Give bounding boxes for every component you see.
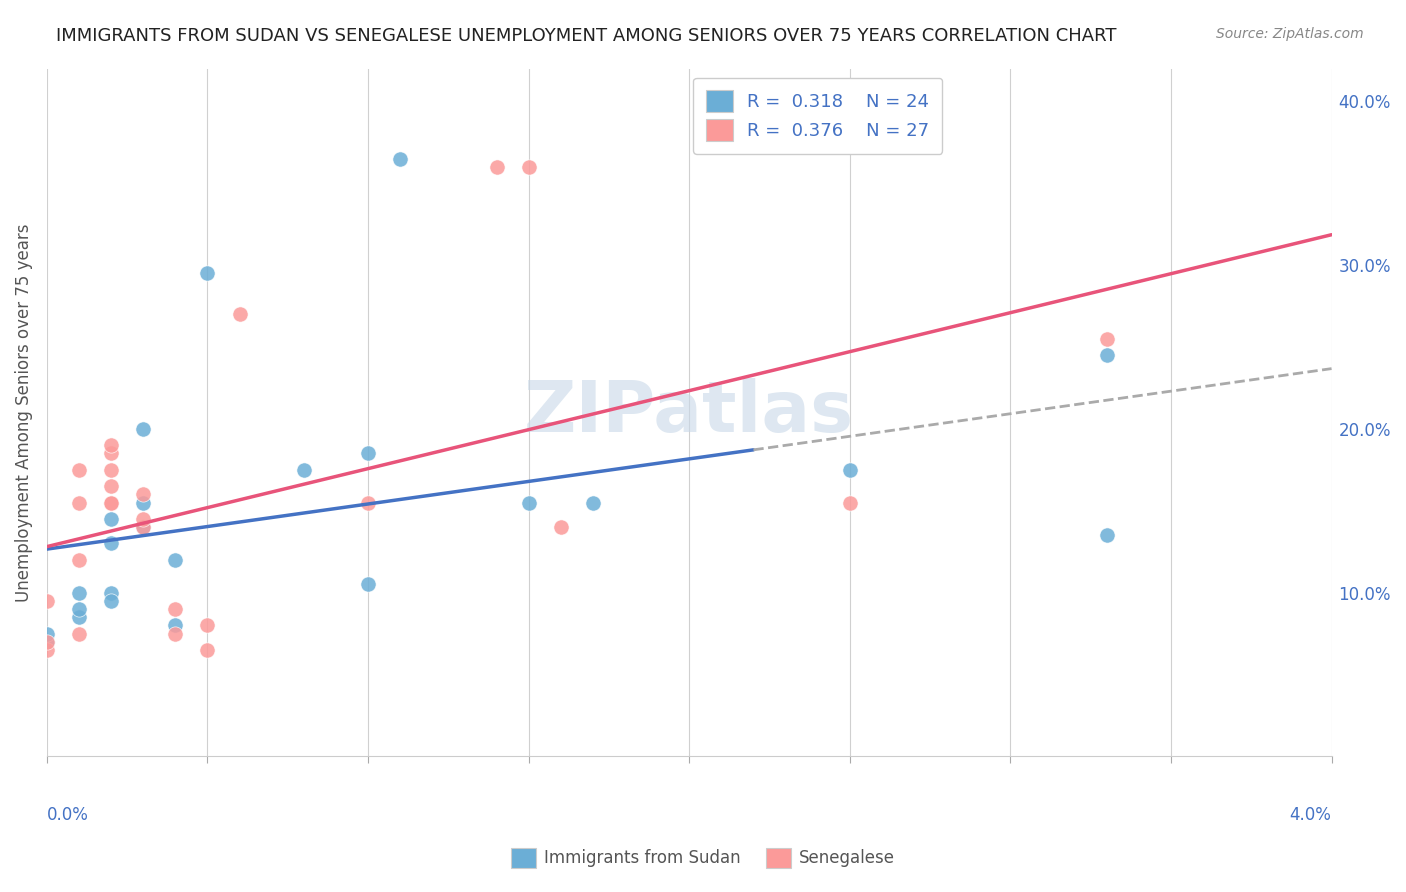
Point <box>132 487 155 501</box>
Point <box>517 160 540 174</box>
Point <box>132 512 155 526</box>
Point <box>35 594 58 608</box>
Point <box>197 643 219 657</box>
Point <box>1095 348 1118 362</box>
Point <box>35 643 58 657</box>
Point <box>100 585 122 599</box>
Point <box>1095 528 1118 542</box>
Point <box>67 463 90 477</box>
Point <box>357 577 380 591</box>
Point <box>132 495 155 509</box>
Point <box>100 594 122 608</box>
Point <box>357 446 380 460</box>
Point <box>100 536 122 550</box>
Point <box>838 463 860 477</box>
Point <box>132 520 155 534</box>
Point <box>838 495 860 509</box>
Point <box>100 495 122 509</box>
Point <box>1095 332 1118 346</box>
Text: 4.0%: 4.0% <box>1289 805 1331 823</box>
Point <box>100 446 122 460</box>
Point <box>165 618 187 632</box>
Point <box>67 626 90 640</box>
Point <box>197 618 219 632</box>
Point <box>67 585 90 599</box>
Point <box>485 160 508 174</box>
Point <box>67 553 90 567</box>
Point <box>389 152 412 166</box>
Point <box>582 495 605 509</box>
Point <box>357 495 380 509</box>
Point <box>165 602 187 616</box>
Point <box>165 626 187 640</box>
Point <box>292 463 315 477</box>
Point <box>67 602 90 616</box>
Point <box>35 634 58 648</box>
Point <box>132 422 155 436</box>
Point <box>35 634 58 648</box>
Point <box>67 495 90 509</box>
Point <box>100 479 122 493</box>
Point <box>100 512 122 526</box>
Point <box>550 520 572 534</box>
Point <box>100 463 122 477</box>
Text: 0.0%: 0.0% <box>46 805 89 823</box>
Point <box>517 495 540 509</box>
Point <box>132 520 155 534</box>
Point <box>100 495 122 509</box>
Point <box>35 626 58 640</box>
Point <box>197 266 219 280</box>
Text: Source: ZipAtlas.com: Source: ZipAtlas.com <box>1216 27 1364 41</box>
Text: ZIPatlas: ZIPatlas <box>524 378 855 447</box>
Legend: Immigrants from Sudan, Senegalese: Immigrants from Sudan, Senegalese <box>505 841 901 875</box>
Point <box>100 438 122 452</box>
Point <box>165 553 187 567</box>
Text: IMMIGRANTS FROM SUDAN VS SENEGALESE UNEMPLOYMENT AMONG SENIORS OVER 75 YEARS COR: IMMIGRANTS FROM SUDAN VS SENEGALESE UNEM… <box>56 27 1116 45</box>
Point <box>228 307 250 321</box>
Y-axis label: Unemployment Among Seniors over 75 years: Unemployment Among Seniors over 75 years <box>15 223 32 602</box>
Legend: R =  0.318    N = 24, R =  0.376    N = 27: R = 0.318 N = 24, R = 0.376 N = 27 <box>693 78 942 154</box>
Point <box>67 610 90 624</box>
